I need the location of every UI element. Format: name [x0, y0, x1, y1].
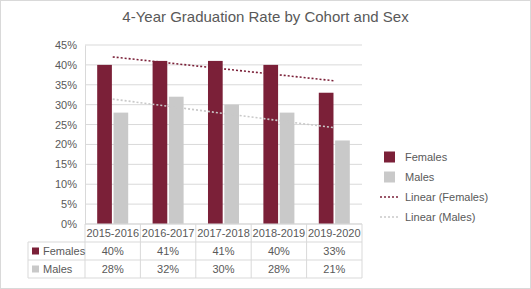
- bar: [319, 93, 334, 224]
- bar: [335, 140, 350, 224]
- y-axis: 0% 5% 10% 15% 20% 25% 30% 35% 40% 45%: [55, 39, 86, 230]
- table-rule: [251, 224, 252, 278]
- plot-area: [97, 57, 350, 224]
- table-rule: [195, 224, 196, 278]
- title: 4-Year Graduation Rate by Cohort and Sex: [122, 8, 409, 25]
- y-tick: 15%: [55, 158, 85, 170]
- legend-label: Females: [405, 151, 448, 163]
- y-tick: 5%: [61, 198, 85, 210]
- category-label: 2015-2016: [86, 227, 139, 239]
- legend: Females Males Linear (Females) Linear (Male…: [380, 151, 488, 223]
- table-row-label: Males: [43, 263, 73, 275]
- legend-item: Females: [384, 151, 448, 163]
- y-tick-label: 25%: [55, 119, 77, 131]
- y-tick: 40%: [55, 59, 85, 71]
- trend-line: [113, 99, 335, 128]
- bar: [97, 65, 112, 224]
- table-value: 30%: [212, 263, 234, 275]
- chart: 4-Year Graduation Rate by Cohort and Sex…: [0, 0, 531, 289]
- y-tick-label: 0%: [61, 218, 77, 230]
- category-label: 2018-2019: [253, 227, 306, 239]
- table-rule: [28, 242, 362, 243]
- table-value: 41%: [212, 245, 234, 257]
- bar: [280, 113, 295, 224]
- y-axis-line: [85, 46, 86, 225]
- table-value: 28%: [102, 263, 124, 275]
- table-rule: [362, 224, 363, 278]
- table-rule: [28, 260, 362, 261]
- bar: [153, 61, 168, 224]
- bar: [208, 61, 223, 224]
- table-rule: [28, 278, 362, 279]
- legend-label: Males: [405, 171, 435, 183]
- table-key: [32, 266, 39, 273]
- y-tick: 35%: [55, 79, 85, 91]
- category-label: 2019-2020: [308, 227, 361, 239]
- table-value: 28%: [268, 263, 290, 275]
- legend-key: [380, 196, 400, 198]
- bar: [263, 65, 278, 224]
- legend-label: Linear (Females): [405, 191, 488, 203]
- y-tick: 45%: [55, 39, 85, 51]
- grid-line: [85, 224, 362, 225]
- data-table: 2015-20162016-20172017-20182018-20192019…: [28, 224, 362, 278]
- table-value: 40%: [102, 245, 124, 257]
- legend-label: Linear (Males): [405, 211, 475, 223]
- legend-item: Linear (Males): [380, 211, 475, 223]
- table-rule: [306, 224, 307, 278]
- y-tick: 10%: [55, 178, 85, 190]
- y-tick-label: 20%: [55, 138, 77, 150]
- bar-series: [114, 97, 350, 224]
- table-rule: [140, 224, 141, 278]
- y-tick-label: 10%: [55, 178, 77, 190]
- grid-line: [85, 45, 362, 46]
- y-tick: 20%: [55, 138, 85, 150]
- table-rule: [28, 242, 29, 278]
- legend-item: Linear (Females): [380, 191, 488, 203]
- legend-key: [384, 172, 395, 183]
- y-tick-label: 45%: [55, 39, 77, 51]
- y-tick-label: 40%: [55, 59, 77, 71]
- grid: [85, 45, 362, 224]
- bar: [224, 105, 239, 224]
- legend-key: [380, 216, 400, 218]
- grid-line: [85, 64, 362, 65]
- y-tick-label: 35%: [55, 79, 77, 91]
- grid-line: [85, 84, 362, 85]
- table-value: 21%: [323, 263, 345, 275]
- table-value: 40%: [268, 245, 290, 257]
- table-value: 33%: [323, 245, 345, 257]
- category-label: 2016-2017: [142, 227, 195, 239]
- y-tick: 30%: [55, 99, 85, 111]
- y-tick-label: 15%: [55, 158, 77, 170]
- y-tick: 25%: [55, 119, 85, 131]
- y-tick: 0%: [61, 218, 85, 230]
- trend-line: [113, 57, 335, 81]
- table-rule: [85, 224, 362, 225]
- bar: [169, 97, 184, 224]
- chart-border: [1, 1, 531, 289]
- table-value: 41%: [157, 245, 179, 257]
- category-label: 2017-2018: [197, 227, 250, 239]
- y-tick-label: 30%: [55, 99, 77, 111]
- table-value: 32%: [157, 263, 179, 275]
- legend-key: [384, 152, 395, 163]
- table-key: [32, 248, 39, 255]
- table-row-label: Females: [43, 245, 86, 257]
- legend-item: Males: [384, 171, 435, 183]
- y-tick-label: 5%: [61, 198, 77, 210]
- bar-series: [97, 61, 333, 224]
- bar: [114, 113, 129, 224]
